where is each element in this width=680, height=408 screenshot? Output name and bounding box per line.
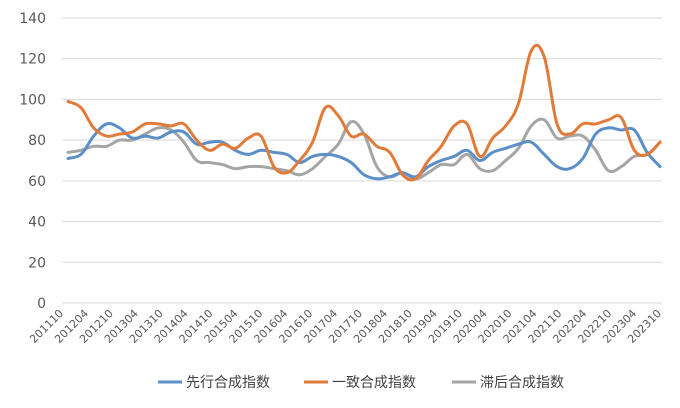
y-axis-ticks: 0 20 40 60 80 100 120 140	[19, 11, 46, 312]
series-lines	[66, 43, 662, 182]
grid-lines	[62, 17, 662, 304]
y-tick-label: 100	[19, 92, 46, 108]
y-tick-label: 40	[28, 215, 46, 231]
legend-label: 先行合成指数	[186, 375, 270, 391]
legend-label: 滞后合成指数	[480, 375, 564, 391]
y-tick-label: 120	[19, 52, 46, 68]
y-tick-label: 20	[28, 255, 46, 271]
series-line-3	[66, 117, 662, 181]
series-line-1	[66, 122, 662, 181]
y-tick-label: 0	[37, 296, 46, 312]
legend: 先行合成指数 一致合成指数 滞后合成指数	[158, 375, 564, 391]
x-axis-ticks: 2011102012042012102013042013102014042014…	[27, 307, 664, 346]
y-tick-label: 80	[28, 133, 46, 149]
series-line-2	[66, 43, 662, 182]
y-tick-label: 140	[19, 11, 46, 27]
legend-label: 一致合成指数	[332, 375, 416, 391]
y-tick-label: 60	[28, 174, 46, 190]
